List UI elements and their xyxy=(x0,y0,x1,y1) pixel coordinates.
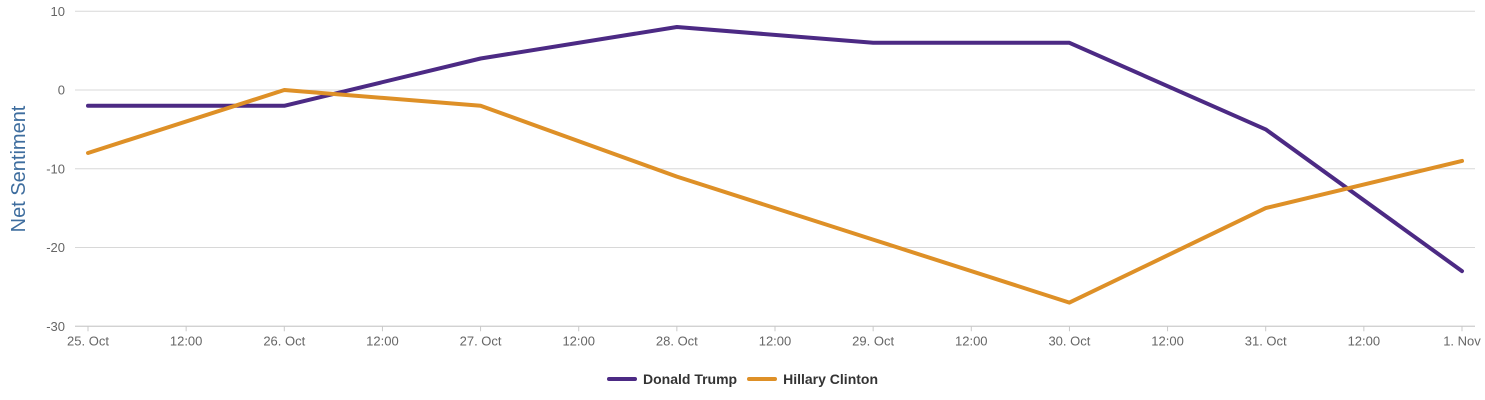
legend-item-donald-trump[interactable]: Donald Trump xyxy=(606,371,738,387)
x-tick-label: 29. Oct xyxy=(852,333,894,348)
x-tick-label: 25. Oct xyxy=(67,333,109,348)
y-tick-label: 0 xyxy=(58,83,65,98)
x-tick-label: 12:00 xyxy=(759,333,792,348)
x-tick-label: 12:00 xyxy=(1348,333,1381,348)
legend-item-hillary-clinton[interactable]: Hillary Clinton xyxy=(747,371,878,387)
x-tick-label: 26. Oct xyxy=(263,333,305,348)
x-tick-label: 1. Nov xyxy=(1443,333,1481,348)
x-tick-label: 31. Oct xyxy=(1245,333,1287,348)
y-tick-label: -10 xyxy=(46,161,65,176)
y-tick-label: -30 xyxy=(46,319,65,334)
x-tick-label: 12:00 xyxy=(562,333,595,348)
x-tick-label: 12:00 xyxy=(1151,333,1184,348)
legend-label-hillary-clinton: Hillary Clinton xyxy=(783,371,879,387)
x-tick-label: 12:00 xyxy=(170,333,203,348)
hillary-clinton-line-swatch-icon xyxy=(747,377,778,381)
y-tick-label: 10 xyxy=(51,4,65,19)
chart-legend: Donald Trump Hillary Clinton xyxy=(0,371,1485,387)
legend-label-donald-trump: Donald Trump xyxy=(642,371,738,387)
x-tick-label: 12:00 xyxy=(955,333,988,348)
y-tick-label: -20 xyxy=(46,240,65,255)
x-tick-label: 12:00 xyxy=(366,333,399,348)
series-line-donald-trump[interactable] xyxy=(86,25,1464,274)
x-tick-label: 28. Oct xyxy=(656,333,698,348)
series-line-hillary-clinton[interactable] xyxy=(86,88,1464,305)
y-axis-title: Net Sentiment xyxy=(8,105,30,232)
x-tick-label: 27. Oct xyxy=(460,333,502,348)
x-tick-label: 30. Oct xyxy=(1048,333,1090,348)
donald-trump-line-swatch-icon xyxy=(606,377,637,381)
